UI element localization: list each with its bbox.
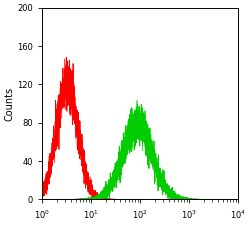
Y-axis label: Counts: Counts [4,86,14,121]
